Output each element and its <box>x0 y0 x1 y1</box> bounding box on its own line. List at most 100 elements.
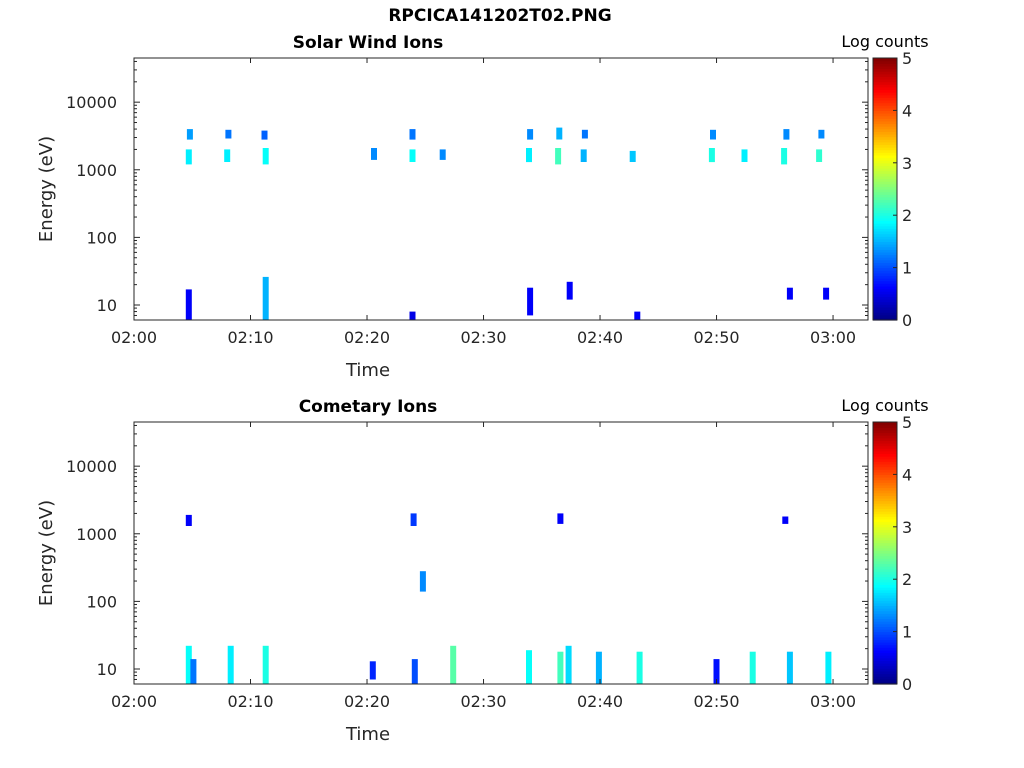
colorbar-segment <box>873 597 897 601</box>
colorbar-segment <box>873 529 897 533</box>
colorbar-segment <box>873 566 897 570</box>
colorbar-segment <box>873 547 897 551</box>
data-cell-20 <box>741 149 748 162</box>
colorbar-segment <box>873 581 897 586</box>
data-cell-22 <box>783 129 790 140</box>
colorbar-tick-label: 2 <box>902 570 912 589</box>
data-cell-28 <box>527 287 534 316</box>
data-cell-9 <box>409 129 416 140</box>
colorbar-segment <box>873 500 897 504</box>
colorbar-segment <box>873 621 897 625</box>
colorbar-segment <box>873 432 897 436</box>
colorbar-segment <box>873 280 897 284</box>
colorbar-segment <box>873 553 897 557</box>
data-cell-26 <box>262 276 269 320</box>
colorbar-segment <box>873 312 897 316</box>
figure-title: RPCICA141202T02.PNG <box>388 6 612 26</box>
data-cell-11 <box>595 651 602 684</box>
colorbar-segment <box>873 196 897 201</box>
colorbar-tick-label: 4 <box>902 465 912 484</box>
colorbar-segment <box>873 594 897 599</box>
data-cell-23 <box>816 149 823 162</box>
colorbar-segment <box>873 293 897 298</box>
colorbar-segment <box>873 587 897 591</box>
colorbar-segment <box>873 230 897 235</box>
colorbar-segment <box>873 453 897 457</box>
colorbar-segment <box>873 670 897 675</box>
colorbar-segment <box>873 487 897 491</box>
colorbar-segment <box>873 199 897 203</box>
colorbar-segment <box>873 466 897 470</box>
colorbar-segment <box>873 115 897 119</box>
data-cell-4 <box>225 129 232 139</box>
colorbar-segment <box>873 309 897 313</box>
colorbar-segment <box>873 68 897 72</box>
colorbar-segment <box>873 212 897 216</box>
colorbar-segment <box>873 676 897 680</box>
colorbar-segment <box>873 516 897 520</box>
colorbar-segment <box>873 652 897 656</box>
data-cell-32 <box>823 287 830 300</box>
colorbar-segment <box>873 314 897 318</box>
colorbar-segment <box>873 86 897 91</box>
colorbar-segment <box>873 267 897 271</box>
colorbar-segment <box>873 154 897 159</box>
data-cell-16 <box>825 651 832 684</box>
colorbar-segment <box>873 63 897 67</box>
colorbar-segment <box>873 71 897 75</box>
colorbar-segment <box>873 550 897 554</box>
colorbar-segment <box>873 170 897 174</box>
colorbar-segment <box>873 275 897 279</box>
colorbar-tick-label: 2 <box>902 206 912 225</box>
colorbar-segment <box>873 576 897 580</box>
colorbar-segment <box>873 542 897 546</box>
data-cell-15 <box>786 651 793 684</box>
colorbar-segment <box>873 497 897 502</box>
colorbar-segment <box>873 555 897 559</box>
colorbar-tick-label: 5 <box>902 413 912 432</box>
data-cell-6 <box>261 130 268 140</box>
colorbar-segment <box>873 450 897 455</box>
colorbar-segment <box>873 81 897 85</box>
colorbar-segment <box>873 613 897 617</box>
data-cell-13 <box>713 659 720 684</box>
colorbar-segment <box>873 539 897 544</box>
colorbar-segment <box>873 568 897 572</box>
colorbar-segment <box>873 257 897 261</box>
colorbar-segment <box>873 634 897 638</box>
colorbar-segment <box>873 272 897 277</box>
colorbar-segment <box>873 422 897 426</box>
colorbar-segment <box>873 278 897 282</box>
x-tick-label: 03:00 <box>810 692 856 711</box>
colorbar-segment <box>873 518 897 523</box>
colorbar-segment <box>873 660 897 664</box>
colorbar-segment <box>873 495 897 499</box>
colorbar-segment <box>873 492 897 496</box>
data-cell-9 <box>557 651 564 684</box>
x-tick-label: 02:50 <box>693 692 739 711</box>
colorbar-segment <box>873 681 897 685</box>
colorbar-segment <box>873 636 897 641</box>
colorbar-segment <box>873 186 897 190</box>
colorbar-segment <box>873 264 897 269</box>
colorbar-segment <box>873 299 897 303</box>
x-tick-label: 02:00 <box>111 328 157 347</box>
colorbar-segment <box>873 505 897 510</box>
colorbar-segment <box>873 579 897 583</box>
colorbar-segment <box>873 458 897 462</box>
data-cell-10 <box>439 149 446 160</box>
colorbar-segment <box>873 592 897 596</box>
colorbar-segment <box>873 427 897 431</box>
x-tick-label: 02:00 <box>111 692 157 711</box>
data-cell-13 <box>555 148 562 165</box>
colorbar-tick-label: 4 <box>902 101 912 120</box>
data-cell-4 <box>262 645 269 684</box>
colorbar-segment <box>873 251 897 256</box>
colorbar-segment <box>873 58 897 62</box>
colorbar-segment <box>873 639 897 643</box>
colorbar-segment <box>873 191 897 195</box>
colorbar-segment <box>873 644 897 648</box>
colorbar-segment <box>873 181 897 185</box>
colorbar-segment <box>873 448 897 452</box>
colorbar-segment <box>873 183 897 187</box>
